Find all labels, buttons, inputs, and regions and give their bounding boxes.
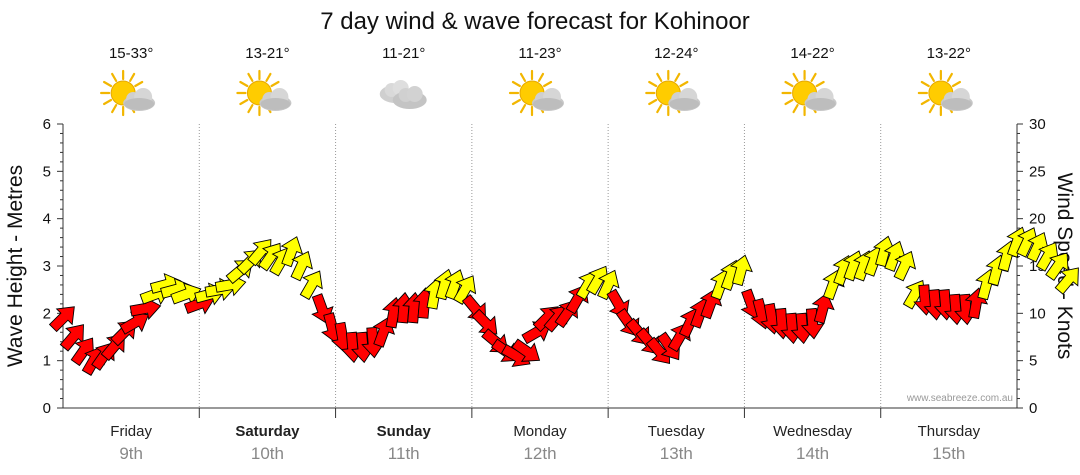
wind-arrow (70, 337, 95, 367)
day-temperature: 12-24° (654, 45, 698, 62)
sun-cloud-icon (508, 69, 564, 117)
left-tick-label: 0 (43, 400, 51, 417)
sun-cloud-icon (917, 69, 973, 117)
day-temperature: 14-22° (790, 45, 834, 62)
left-tick-label: 2 (43, 305, 51, 322)
wind-arrow (1026, 231, 1049, 263)
wind-arrow (59, 324, 84, 352)
wind-arrow (299, 270, 323, 301)
y-axis-label-left: Wave Height - Metres (4, 165, 27, 367)
day-temperature: 13-22° (927, 45, 971, 62)
day-name-label: Sunday (377, 423, 432, 440)
wind-arrow (119, 311, 150, 335)
sun-cloud-icon (781, 69, 837, 117)
wind-arrow (729, 254, 753, 287)
right-tick-label: 25 (1029, 163, 1046, 180)
chart-title: 7 day wind & wave forecast for Kohinoor (320, 8, 750, 35)
wind-arrow (1045, 252, 1069, 281)
day-name-label: Friday (110, 423, 152, 440)
day-name-label: Saturday (235, 423, 300, 440)
day-date-label: 12th (523, 444, 556, 463)
right-tick-label: 0 (1029, 400, 1037, 417)
day-temperature: 11-23° (518, 45, 561, 62)
day-temperature: 11-21° (382, 45, 425, 62)
day-name-label: Monday (513, 423, 567, 440)
day-temperature: 15-33° (109, 45, 153, 62)
wind-arrow (893, 250, 917, 282)
right-tick-label: 20 (1029, 211, 1046, 228)
sun-cloud-icon (645, 69, 701, 117)
day-name-label: Thursday (918, 423, 981, 440)
day-date-label: 14th (796, 444, 829, 463)
wind-arrow (48, 306, 75, 333)
day-date-label: 11th (388, 444, 420, 463)
right-tick-label: 10 (1029, 305, 1046, 322)
wind-arrow (511, 338, 541, 362)
day-date-label: 13th (660, 444, 693, 463)
day-temperature: 13-21° (245, 45, 289, 62)
day-date-label: 15th (932, 444, 965, 463)
wind-arrow (800, 307, 825, 340)
cloud-icon (379, 80, 427, 109)
credit-label: www.seabreeze.com.au (906, 393, 1013, 404)
sun-cloud-icon (236, 69, 292, 117)
day-name-label: Wednesday (773, 423, 852, 440)
wind-arrow (290, 250, 313, 282)
wind-arrow (811, 292, 835, 324)
left-tick-label: 4 (43, 211, 51, 228)
left-tick-label: 6 (43, 116, 51, 133)
wind-arrow (1054, 267, 1079, 295)
sun-cloud-icon (100, 69, 156, 117)
left-tick-label: 1 (43, 353, 51, 370)
left-tick-label: 3 (43, 258, 51, 275)
right-tick-label: 30 (1029, 116, 1046, 133)
day-date-label: 10th (251, 444, 284, 463)
right-tick-label: 5 (1029, 353, 1037, 370)
left-tick-label: 5 (43, 163, 51, 180)
wind-arrow (597, 269, 620, 301)
day-name-label: Tuesday (648, 423, 705, 440)
day-date-label: 9th (119, 444, 143, 463)
wind-arrow (1035, 242, 1059, 272)
wind-arrow (280, 236, 304, 268)
wind-arrow (883, 240, 907, 272)
